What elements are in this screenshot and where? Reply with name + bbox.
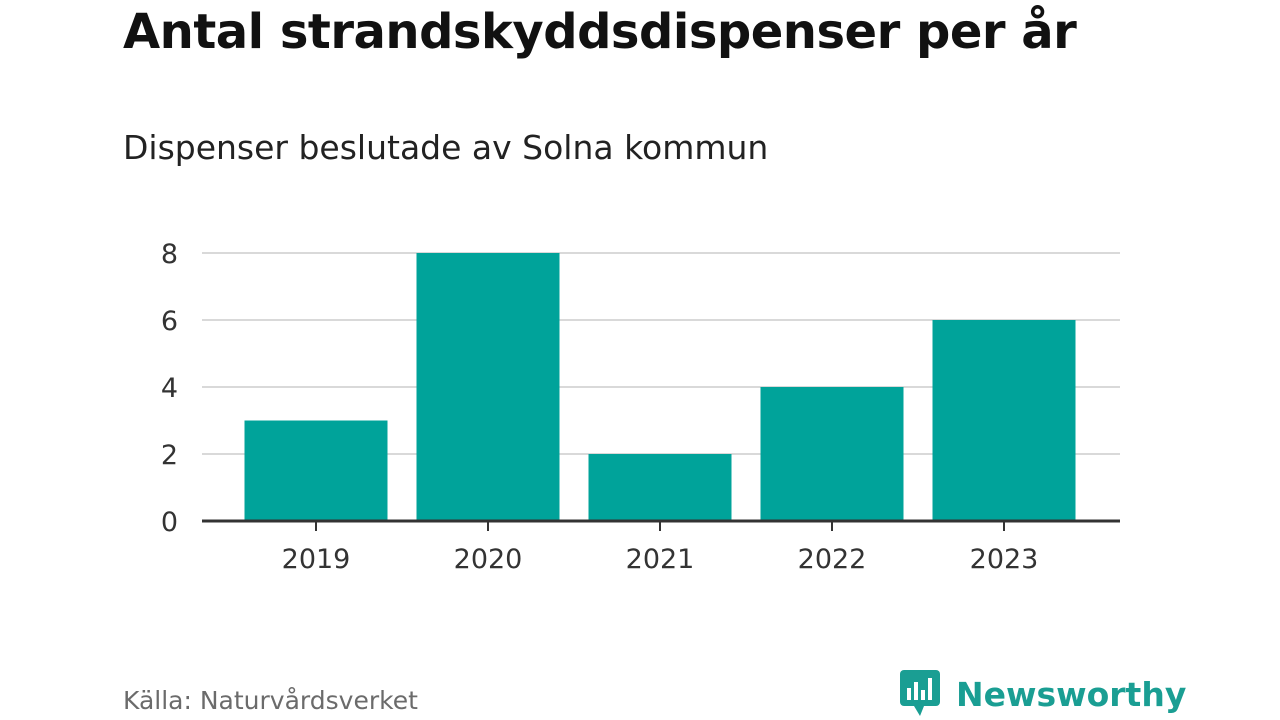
chart-title: Antal strandskyddsdispenser per år: [123, 4, 1077, 60]
source-note: Källa: Naturvårdsverket: [123, 686, 418, 715]
x-axis: [202, 519, 1120, 531]
x-tick-label: 2022: [798, 544, 867, 575]
y-tick-label: 6: [161, 306, 178, 337]
bar: [416, 253, 560, 521]
x-tick-label: 2020: [454, 544, 523, 575]
x-tick-label: 2019: [282, 544, 351, 575]
x-tick-label: 2021: [626, 544, 695, 575]
x-tick-labels: 2019 2020 2021 2022 2023: [282, 544, 1039, 575]
newsworthy-logo-icon: [900, 670, 940, 716]
y-tick-label: 2: [161, 440, 178, 471]
bar: [244, 420, 388, 521]
y-tick-label: 0: [161, 507, 178, 538]
chart-subtitle: Dispenser beslutade av Solna kommun: [123, 128, 769, 167]
brand-name: Newsworthy: [956, 674, 1187, 714]
bar: [760, 387, 904, 521]
x-tick-label: 2023: [970, 544, 1039, 575]
brand-logo: Newsworthy: [900, 670, 1186, 718]
y-tick-label: 8: [161, 239, 178, 270]
bar: [932, 320, 1076, 521]
y-tick-labels: 0 2 4 6 8: [161, 239, 178, 538]
y-tick-label: 4: [161, 373, 178, 404]
bars: [244, 253, 1076, 521]
bar-chart: 0 2 4 6 8 2019 2020 2021 2022 2023: [161, 239, 1120, 575]
bar: [588, 454, 732, 521]
